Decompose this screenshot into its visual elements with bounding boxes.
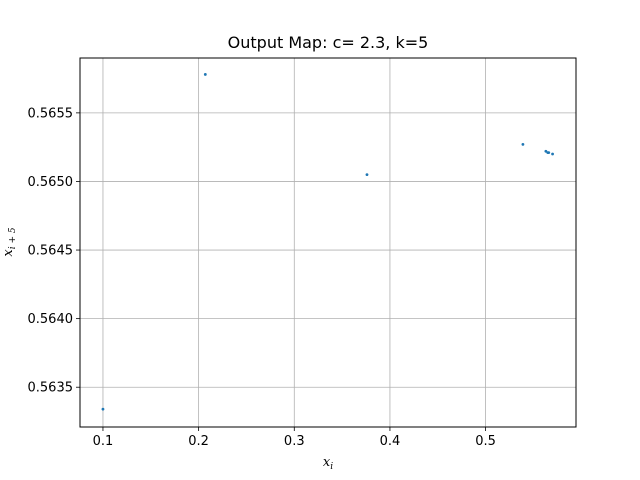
chart-title: Output Map: c= 2.3, k=5 bbox=[228, 33, 429, 52]
y-tick-label: 0.5635 bbox=[28, 381, 74, 396]
data-point bbox=[365, 173, 369, 176]
x-tick-label: 0.2 bbox=[188, 434, 209, 449]
data-point bbox=[551, 152, 554, 156]
grid-lines bbox=[80, 58, 576, 427]
data-point bbox=[203, 73, 207, 76]
x-tick-label: 0.4 bbox=[380, 434, 401, 449]
x-axis-label-base: x bbox=[323, 455, 331, 470]
x-axis-label: xi bbox=[323, 455, 333, 472]
data-point bbox=[521, 143, 525, 146]
x-tick-label: 0.1 bbox=[93, 434, 114, 449]
y-axis-label-base: x bbox=[1, 249, 16, 257]
data-point bbox=[101, 407, 105, 411]
y-tick-label: 0.5640 bbox=[28, 312, 74, 327]
y-tick-label: 0.5645 bbox=[28, 244, 74, 259]
data-point bbox=[547, 151, 551, 155]
y-axis-ticks: 0.5635 0.5640 0.5645 0.5650 0.5655 bbox=[28, 106, 80, 396]
y-axis-label-sub: i + 5 bbox=[8, 227, 18, 249]
x-tick-label: 0.5 bbox=[475, 434, 496, 449]
y-tick-label: 0.5650 bbox=[28, 175, 74, 190]
y-tick-label: 0.5655 bbox=[28, 106, 74, 121]
x-axis-ticks: 0.1 0.2 0.3 0.4 0.5 bbox=[93, 427, 496, 449]
y-axis-label: xi + 5 bbox=[1, 227, 18, 256]
plot-frame bbox=[79, 57, 577, 428]
x-axis-label-sub: i bbox=[330, 462, 333, 472]
x-tick-label: 0.3 bbox=[284, 434, 305, 449]
data-points bbox=[101, 73, 554, 411]
